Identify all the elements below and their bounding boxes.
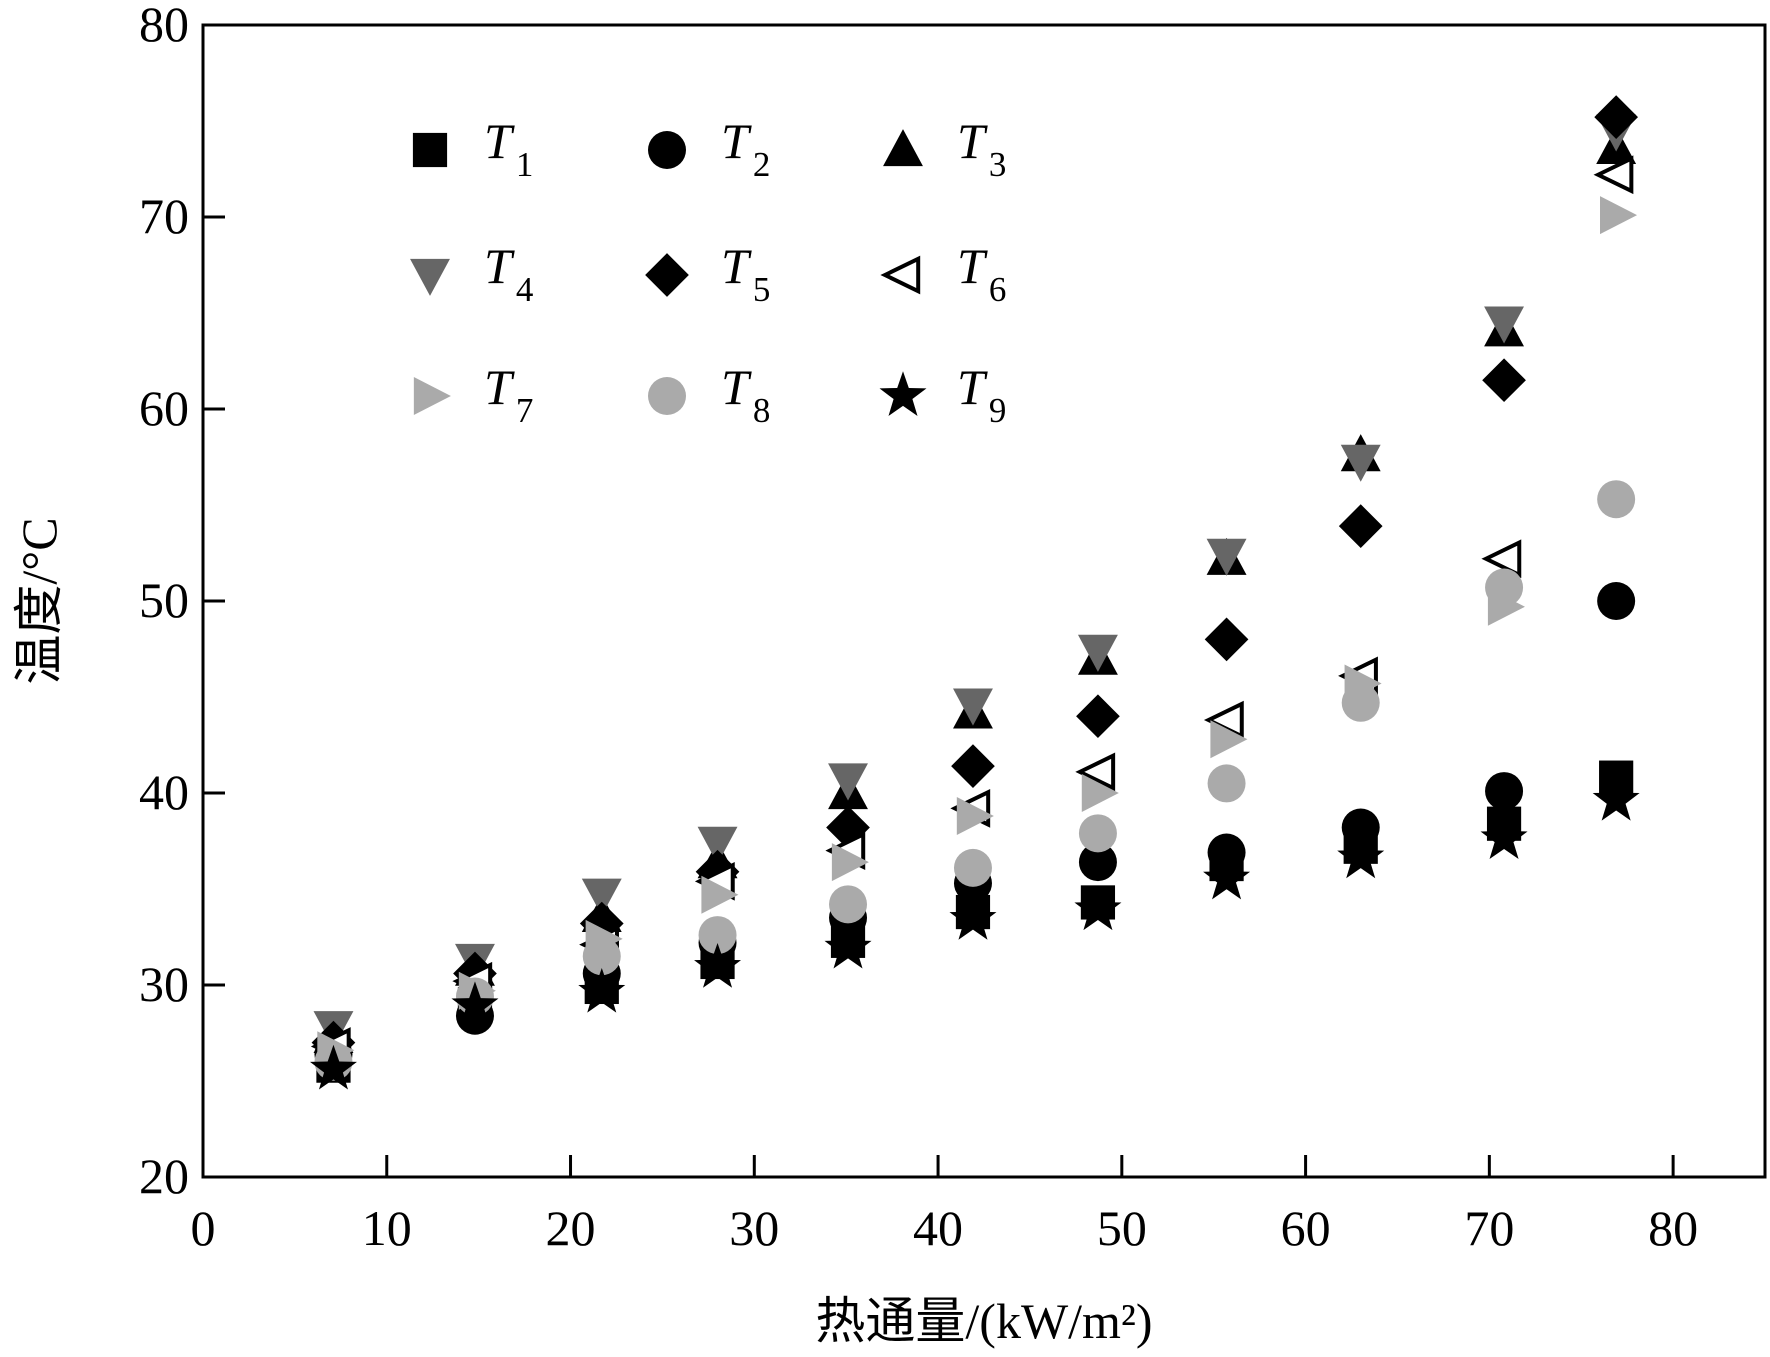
data-point-t9 bbox=[1592, 775, 1640, 821]
data-point-t7 bbox=[1210, 720, 1248, 759]
data-point-t8 bbox=[1341, 683, 1380, 722]
y-tick-label: 20 bbox=[139, 1148, 189, 1204]
legend-marker-t5 bbox=[645, 253, 689, 297]
x-tick-label: 60 bbox=[1281, 1200, 1331, 1256]
data-point-t8 bbox=[698, 916, 737, 955]
data-point-t5 bbox=[1204, 617, 1249, 662]
data-point-t9 bbox=[949, 895, 997, 940]
data-point-t8 bbox=[1597, 480, 1636, 519]
data-point-t9 bbox=[578, 967, 626, 1013]
y-tick-label: 30 bbox=[139, 956, 189, 1012]
legend-marker-t6 bbox=[880, 255, 921, 295]
data-point-t7 bbox=[831, 843, 869, 882]
data-point-t4 bbox=[1206, 538, 1247, 576]
data-point-t6 bbox=[1593, 155, 1634, 195]
data-point-t2 bbox=[1341, 808, 1380, 847]
data-point-t5 bbox=[826, 805, 870, 850]
data-point-t9 bbox=[694, 943, 742, 988]
data-point-t8 bbox=[1078, 814, 1117, 853]
data-point-t2 bbox=[1078, 843, 1117, 882]
data-point-t7 bbox=[701, 875, 739, 914]
legend: T 1 T 2 T 3 T 4 T 5 T 6 T 7 T 8 T 9 bbox=[410, 113, 1006, 430]
legend-marker-t3 bbox=[883, 129, 923, 167]
data-point-t5 bbox=[951, 744, 995, 788]
data-point-t2 bbox=[1485, 772, 1524, 811]
y-tick-label: 80 bbox=[139, 0, 189, 52]
data-point-t5 bbox=[1482, 358, 1526, 403]
data-point-t4 bbox=[953, 688, 993, 726]
legend-marker-t1 bbox=[412, 132, 448, 168]
data-point-t8 bbox=[953, 848, 992, 887]
data-point-t6 bbox=[1481, 539, 1522, 579]
legend-marker-t9 bbox=[879, 371, 927, 416]
y-tick-label: 40 bbox=[139, 764, 189, 820]
data-point-t4 bbox=[1340, 444, 1381, 482]
data-point-t5 bbox=[1338, 504, 1383, 548]
data-point-t9 bbox=[309, 1044, 357, 1090]
data-point-t9 bbox=[451, 981, 499, 1027]
data-point-t2 bbox=[1207, 833, 1246, 872]
y-tick-label: 60 bbox=[139, 380, 189, 436]
data-point-t8 bbox=[829, 885, 868, 924]
data-point-t9 bbox=[1074, 885, 1122, 931]
data-point-t6 bbox=[1075, 752, 1116, 792]
x-tick-label: 80 bbox=[1648, 1200, 1698, 1256]
data-point-t9 bbox=[1203, 854, 1251, 900]
plot-frame bbox=[201, 23, 1767, 1179]
y-tick-label: 50 bbox=[139, 572, 189, 628]
data-point-t4 bbox=[828, 763, 868, 801]
legend-marker-t7 bbox=[413, 377, 451, 415]
x-tick-label: 50 bbox=[1097, 1200, 1147, 1256]
data-point-t4 bbox=[697, 826, 738, 864]
data-point-t8 bbox=[1207, 764, 1246, 803]
data-point-t9 bbox=[1480, 814, 1528, 860]
data-point-t7 bbox=[1600, 196, 1638, 235]
x-axis-title: 热通量/(kW/m²) bbox=[815, 1293, 1152, 1349]
y-tick-label: 70 bbox=[139, 188, 189, 244]
data-point-t4 bbox=[581, 878, 622, 916]
data-point-t8 bbox=[1485, 568, 1524, 607]
x-tick-label: 70 bbox=[1464, 1200, 1514, 1256]
data-points bbox=[309, 95, 1640, 1090]
legend-marker-t2 bbox=[648, 131, 686, 169]
data-point-t7 bbox=[1081, 774, 1119, 812]
data-point-t9 bbox=[1337, 833, 1385, 879]
data-point-t4 bbox=[1484, 306, 1525, 344]
legend-marker-t4 bbox=[410, 258, 450, 296]
data-point-t7 bbox=[956, 797, 994, 836]
x-tick-label: 10 bbox=[362, 1200, 412, 1256]
data-point-t5 bbox=[1076, 694, 1120, 739]
data-point-t4 bbox=[1077, 634, 1118, 672]
axis-ticks: 0 10 20 30 40 50 60 70 80 20 30 40 50 60 70 80 bbox=[139, 0, 1698, 1256]
x-tick-label: 30 bbox=[729, 1200, 779, 1256]
y-axis-title: 温度/°C bbox=[11, 517, 67, 684]
data-point-t5 bbox=[1594, 95, 1639, 140]
x-tick-label: 40 bbox=[913, 1200, 963, 1256]
data-point-t8 bbox=[582, 937, 621, 976]
data-point-t9 bbox=[824, 923, 872, 969]
x-tick-label: 0 bbox=[191, 1200, 216, 1256]
x-tick-label: 20 bbox=[546, 1200, 596, 1256]
data-point-t2 bbox=[1597, 582, 1636, 620]
legend-marker-t8 bbox=[648, 377, 686, 415]
